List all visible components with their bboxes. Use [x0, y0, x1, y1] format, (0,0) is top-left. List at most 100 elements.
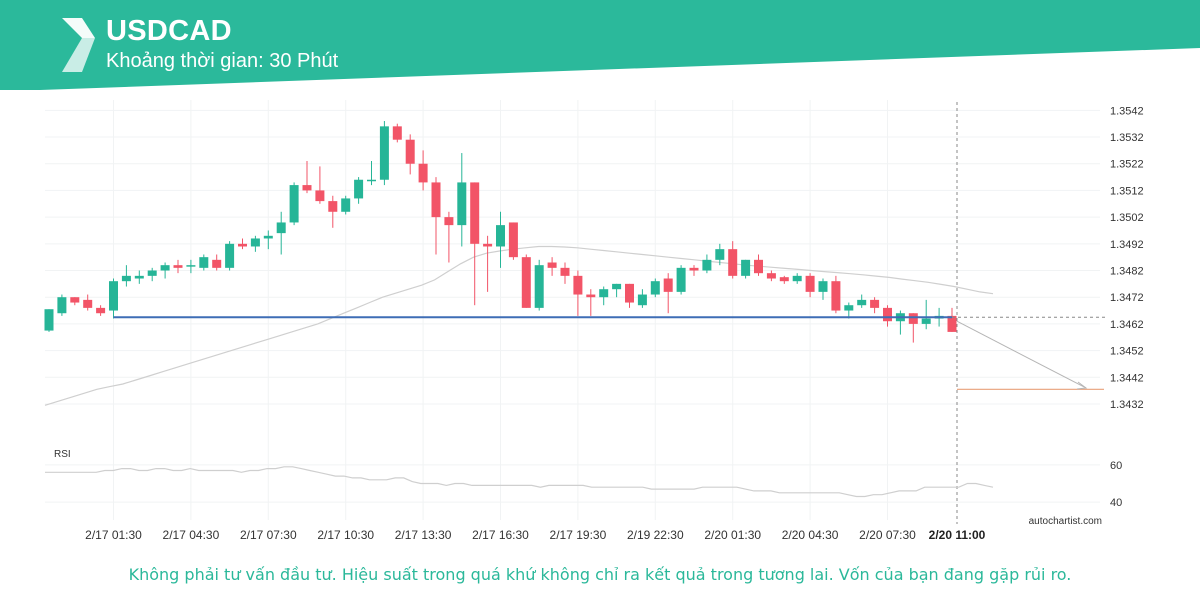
bearish-candle [444, 211, 454, 263]
candle-body [392, 126, 402, 140]
bearish-candle [831, 275, 841, 314]
candle-body [702, 259, 712, 271]
bearish-candle [728, 241, 738, 279]
bullish-candle [134, 270, 144, 284]
bullish-candle [199, 254, 209, 271]
candle-body [844, 305, 854, 311]
rsi-panel: RSI 60 40 autochartist.com [45, 449, 1122, 527]
bearish-candle [521, 254, 531, 308]
price-tick-label: 1.3462 [1110, 319, 1144, 331]
candle-body [483, 243, 493, 247]
bullish-candle [612, 283, 622, 298]
time-tick-label: 2/17 01:30 [85, 528, 142, 542]
candle-body [586, 294, 596, 298]
bearish-candle [689, 265, 699, 276]
bearish-candle [805, 273, 815, 298]
rsi-tick-label: 60 [1110, 460, 1122, 472]
bullish-candle [289, 182, 299, 226]
candle-body [315, 190, 325, 202]
candle-body [238, 243, 247, 247]
rsi-line [45, 466, 994, 498]
bearish-candle [173, 259, 183, 274]
interval-text: Khoảng thời gian: 30 Phút [106, 50, 339, 72]
bullish-candle [57, 294, 67, 316]
candle-body [302, 185, 312, 191]
candle-body [689, 267, 699, 271]
bullish-candle [676, 265, 686, 295]
candle-body [431, 182, 441, 218]
price-axis: 1.3542 1.3532 1.3522 1.3512 1.3502 1.3492 1.34… [1110, 105, 1144, 411]
time-tick-label: 2/20 04:30 [782, 528, 839, 542]
bearish-candle [431, 177, 441, 255]
candlestick-series [44, 121, 957, 343]
header-background [0, 0, 1200, 90]
bullish-candle [637, 289, 647, 308]
bearish-candle [766, 270, 776, 282]
bullish-candle [109, 278, 118, 319]
disclaimer-text: Không phải tư vấn đầu tư. Hiệu suất tron… [128, 565, 1072, 584]
candle-body [831, 281, 841, 311]
moving-average-layer [44, 245, 994, 406]
candle-body [276, 222, 286, 234]
bullish-candle [225, 241, 235, 271]
candle-body [766, 273, 776, 279]
candle-body [225, 243, 235, 268]
bearish-candle [547, 257, 557, 276]
bullish-candle [599, 286, 609, 306]
time-tick-label: 2/17 19:30 [550, 528, 607, 542]
bearish-candle [238, 238, 247, 250]
candle-body [715, 249, 725, 260]
bullish-candle [741, 259, 751, 279]
candle-body [599, 289, 609, 298]
bullish-candle [895, 310, 905, 335]
candle-body [263, 235, 273, 239]
candle-body [341, 198, 351, 212]
candle-body [470, 182, 480, 244]
candle-body [496, 225, 505, 247]
candle-body [367, 179, 376, 182]
candle-body [676, 267, 686, 292]
candle-body [560, 267, 570, 276]
bullish-candle [276, 211, 286, 255]
bullish-candle [354, 177, 364, 204]
bearish-candle [586, 289, 596, 316]
projection-arrow-line [956, 320, 1087, 389]
bearish-candle [392, 123, 402, 143]
bearish-candle [870, 297, 880, 314]
candle-body [792, 275, 802, 282]
candle-body [173, 265, 183, 268]
time-tick-label: 2/17 13:30 [395, 528, 452, 542]
price-tick-label: 1.3482 [1110, 266, 1144, 278]
candle-body [44, 309, 54, 331]
bearish-candle [83, 294, 93, 311]
bullish-candle [496, 211, 505, 268]
candle-body [83, 299, 93, 308]
price-tick-label: 1.3522 [1110, 159, 1144, 171]
candle-body [857, 299, 867, 306]
bullish-candle [818, 278, 828, 300]
candle-body [379, 126, 389, 180]
watermark-text: autochartist.com [1029, 516, 1102, 527]
candle-body [250, 238, 260, 247]
candle-body [354, 179, 364, 199]
candle-body [870, 299, 880, 308]
candle-body [818, 281, 828, 292]
time-tick-label: 2/19 22:30 [627, 528, 684, 542]
candle-body [160, 265, 170, 271]
candle-body [57, 297, 67, 314]
price-tick-label: 1.3532 [1110, 132, 1144, 144]
bullish-candle [147, 267, 157, 282]
bullish-candle [121, 265, 131, 287]
bearish-candle [470, 182, 480, 306]
candle-body [212, 259, 222, 268]
bearish-candle [663, 273, 673, 314]
bearish-candle [315, 166, 325, 204]
price-tick-label: 1.3542 [1110, 105, 1144, 117]
bullish-candle [844, 302, 854, 319]
bullish-candle [715, 243, 725, 266]
candle-body [109, 281, 118, 311]
candle-body [457, 182, 467, 226]
bullish-candle [921, 299, 931, 330]
bullish-candle [857, 294, 867, 308]
bearish-candle [302, 161, 312, 194]
